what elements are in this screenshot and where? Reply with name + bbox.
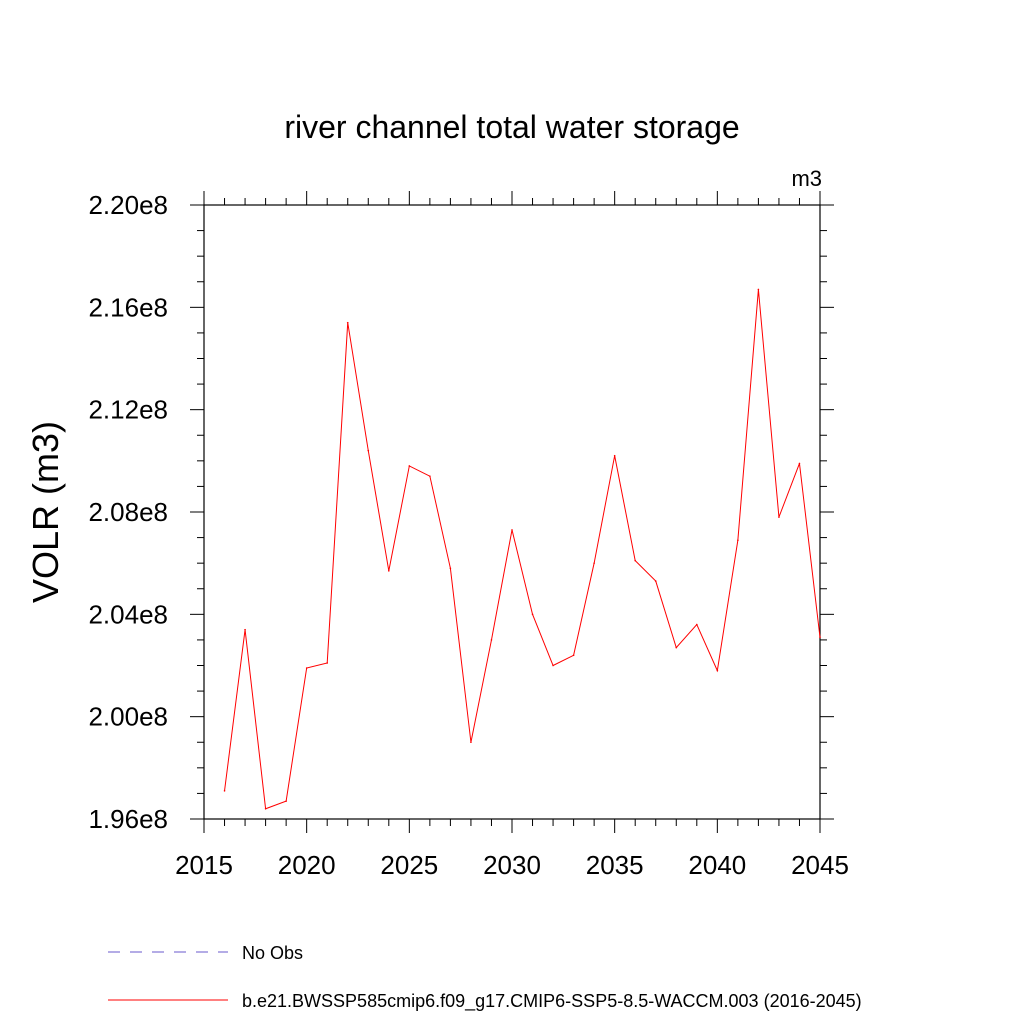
series-line-1 <box>224 289 821 810</box>
data-point <box>367 449 370 452</box>
axis-ticks <box>190 191 834 833</box>
data-point <box>346 321 349 324</box>
data-point <box>716 669 719 672</box>
data-point <box>613 454 616 457</box>
data-point <box>819 636 821 639</box>
data-point <box>572 654 575 657</box>
data-point <box>757 288 760 291</box>
x-tick-label: 2020 <box>278 850 336 880</box>
data-point <box>326 662 329 664</box>
data-point <box>223 790 226 792</box>
data-point <box>244 628 246 631</box>
data-point <box>593 562 595 564</box>
y-tick-label: 1.96e8 <box>88 804 168 834</box>
y-tick-label: 2.12e8 <box>88 395 168 425</box>
data-point <box>634 559 636 562</box>
data-point <box>285 800 287 802</box>
x-tick-label: 2015 <box>175 850 233 880</box>
data-point <box>737 539 739 541</box>
chart-title: river channel total water storage <box>284 109 739 145</box>
data-point <box>449 567 452 570</box>
x-tick-label: 2025 <box>380 850 438 880</box>
data-point <box>654 580 657 582</box>
data-point <box>305 667 308 669</box>
data-point <box>531 613 534 616</box>
x-tick-label: 2035 <box>586 850 644 880</box>
data-point <box>552 664 554 667</box>
data-point <box>408 465 411 467</box>
legend: No Obs b.e21.BWSSP585cmip6.f09_g17.CMIP6-… <box>108 943 862 1012</box>
data-point <box>778 516 780 518</box>
x-tick-label: 2045 <box>791 850 849 880</box>
y-tick-label: 2.00e8 <box>88 702 168 732</box>
data-point <box>264 807 267 810</box>
data-point <box>798 462 801 465</box>
x-tick-label: 2040 <box>688 850 746 880</box>
y-tick-label: 2.04e8 <box>88 599 168 629</box>
series-lines <box>223 288 821 810</box>
data-point <box>429 475 431 477</box>
data-point <box>388 570 390 572</box>
y-tick-label: 2.16e8 <box>88 292 168 322</box>
y-tick-label: 2.20e8 <box>88 190 168 220</box>
data-point <box>490 639 493 641</box>
axis-tick-labels: 2015 2020 2025 2030 2035 2040 2045 1.96e8 2.00e8… <box>88 190 848 880</box>
data-point <box>696 623 698 626</box>
data-point <box>470 741 472 744</box>
plot-frame <box>203 204 821 820</box>
data-point <box>511 529 513 531</box>
y-tick-label: 2.08e8 <box>88 497 168 527</box>
units-label: m3 <box>791 166 822 191</box>
legend-label-1: b.e21.BWSSP585cmip6.f09_g17.CMIP6-SSP5-8… <box>242 991 862 1012</box>
y-axis-label: VOLR (m3) <box>25 421 66 603</box>
data-point <box>675 646 678 649</box>
legend-label-0: No Obs <box>242 943 303 963</box>
x-tick-label: 2030 <box>483 850 541 880</box>
